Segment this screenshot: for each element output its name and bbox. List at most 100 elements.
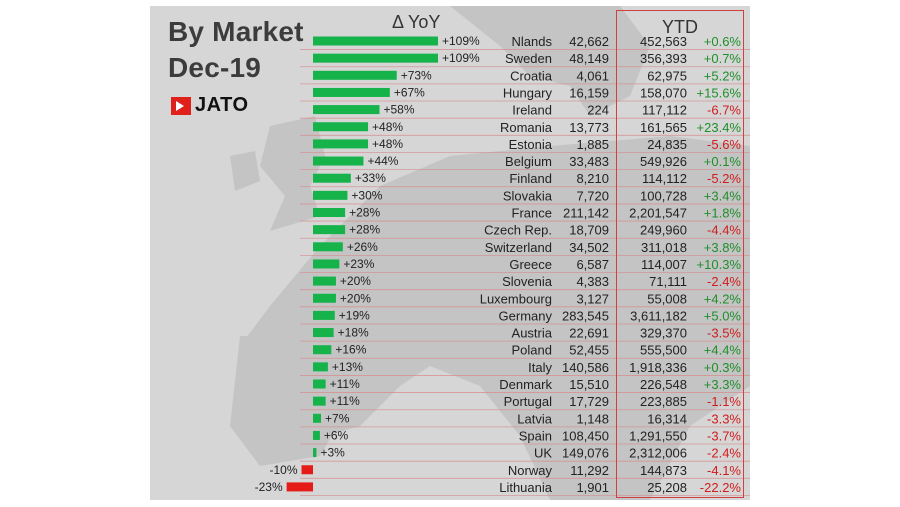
- yoy-data-label: +58%: [384, 103, 415, 117]
- month-units-value: 1,148: [576, 411, 609, 426]
- country-label: Croatia: [510, 68, 553, 83]
- ytd-units-value: 311,018: [641, 240, 687, 255]
- ytd-change-value: +0.6%: [704, 34, 742, 49]
- map-land-britain: [260, 116, 325, 231]
- bar-belgium: [313, 156, 364, 166]
- yoy-data-label: +48%: [372, 137, 403, 151]
- ytd-change-value: +3.4%: [704, 188, 742, 203]
- ytd-change-value: +5.0%: [704, 308, 742, 323]
- month-units-value: 3,127: [576, 291, 609, 306]
- ytd-change-value: -6.7%: [707, 103, 741, 118]
- yoy-data-label: +20%: [340, 274, 371, 288]
- ytd-change-value: +23.4%: [697, 120, 742, 135]
- yoy-data-label: +11%: [330, 377, 360, 391]
- month-units-value: 18,709: [569, 223, 609, 238]
- country-label: Nlands: [512, 34, 553, 49]
- country-label: Greece: [509, 257, 552, 272]
- bar-uk: [313, 448, 317, 458]
- country-label: UK: [534, 446, 552, 461]
- ytd-units-value: 1,291,550: [629, 428, 687, 443]
- ytd-units-value: 114,112: [642, 171, 687, 186]
- ytd-units-value: 549,926: [640, 154, 687, 169]
- month-units-value: 211,142: [563, 206, 609, 221]
- bar-spain: [313, 430, 320, 440]
- month-units-value: 4,061: [576, 68, 609, 83]
- ytd-units-value: 1,918,336: [629, 360, 687, 375]
- bar-estonia: [313, 139, 369, 149]
- chart-panel: By Market Dec-19 JATO Δ YoY YTD +109% Nla…: [150, 6, 750, 500]
- yoy-data-label: +13%: [332, 360, 363, 374]
- month-units-value: 16,159: [569, 85, 609, 100]
- ytd-units-value: 71,111: [649, 274, 687, 289]
- country-label: Finland: [509, 171, 552, 186]
- country-label: Norway: [508, 463, 553, 478]
- ytd-change-value: -5.2%: [707, 171, 741, 186]
- yoy-data-label: +26%: [347, 240, 378, 254]
- ytd-change-value: +1.8%: [704, 206, 742, 221]
- month-units-value: 17,729: [569, 394, 609, 409]
- ytd-change-value: +4.2%: [704, 291, 742, 306]
- country-label: Estonia: [509, 137, 553, 152]
- ytd-change-value: +15.6%: [697, 85, 742, 100]
- month-units-value: 13,773: [569, 120, 609, 135]
- month-units-value: 6,587: [576, 257, 609, 272]
- ytd-change-value: -4.4%: [707, 223, 741, 238]
- country-label: Switzerland: [485, 240, 552, 255]
- ytd-change-value: -4.1%: [707, 463, 741, 478]
- yoy-data-label: +48%: [372, 120, 403, 134]
- ytd-units-value: 158,070: [640, 85, 687, 100]
- bar-nlands: [313, 36, 438, 46]
- month-units-value: 140,586: [562, 360, 609, 375]
- bar-latvia: [313, 413, 322, 423]
- yoy-data-label: +3%: [320, 446, 345, 460]
- month-units-value: 33,483: [569, 154, 609, 169]
- bar-ireland: [313, 105, 380, 115]
- month-units-value: 224: [587, 103, 609, 118]
- ytd-units-value: 329,370: [640, 326, 687, 341]
- row-lines: [300, 49, 750, 496]
- country-label: Poland: [512, 343, 552, 358]
- ytd-change-value: +3.3%: [704, 377, 742, 392]
- yoy-bar-chart: +109% Nlands 42,662 452,563 +0.6% +109% Sweden…: [255, 34, 742, 495]
- yoy-data-label: +109%: [442, 34, 480, 48]
- ytd-units-value: 223,885: [640, 394, 687, 409]
- month-units-value: 283,545: [562, 308, 609, 323]
- ytd-units-value: 249,960: [640, 223, 687, 238]
- bar-slovakia: [313, 190, 348, 200]
- country-label: Romania: [500, 120, 553, 135]
- bar-czech-rep-: [313, 225, 346, 235]
- month-units-value: 22,691: [569, 326, 609, 341]
- yoy-data-label: +18%: [338, 326, 369, 340]
- bar-poland: [313, 345, 332, 355]
- bar-luxembourg: [313, 293, 336, 303]
- yoy-data-label: +44%: [367, 154, 398, 168]
- country-label: Italy: [528, 360, 552, 375]
- bar-switzerland: [313, 242, 343, 252]
- ytd-change-value: -3.3%: [707, 411, 741, 426]
- country-label: Slovakia: [503, 188, 553, 203]
- chart-title: By Market: [168, 16, 304, 47]
- month-units-value: 11,292: [570, 463, 609, 478]
- country-label: Hungary: [503, 85, 553, 100]
- month-units-value: 48,149: [569, 51, 609, 66]
- country-label: Austria: [512, 326, 553, 341]
- bar-croatia: [313, 70, 397, 80]
- yoy-data-label: +30%: [351, 188, 382, 202]
- jato-logo-icon: [171, 96, 191, 115]
- ytd-column-header: YTD: [662, 17, 698, 37]
- yoy-column-header: Δ YoY: [392, 12, 441, 32]
- country-label: Germany: [499, 308, 553, 323]
- month-units-value: 8,210: [576, 171, 609, 186]
- chart-subtitle: Dec-19: [168, 52, 262, 83]
- country-label: Latvia: [517, 411, 552, 426]
- ytd-units-value: 16,314: [647, 411, 687, 426]
- bar-denmark: [313, 379, 326, 389]
- ytd-change-value: -3.5%: [707, 326, 741, 341]
- bar-austria: [313, 328, 334, 338]
- ytd-change-value: -2.4%: [707, 274, 741, 289]
- map-land-scandinavia: [450, 6, 650, 116]
- ytd-units-value: 356,393: [640, 51, 687, 66]
- bar-germany: [313, 310, 335, 320]
- ytd-change-value: +4.4%: [704, 343, 742, 358]
- country-label: Denmark: [499, 377, 552, 392]
